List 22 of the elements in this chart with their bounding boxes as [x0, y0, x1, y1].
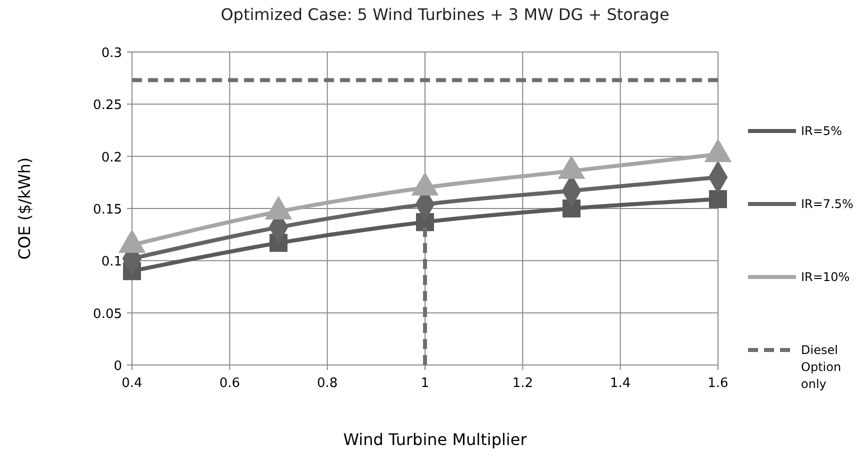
legend-label: IR=5% [801, 124, 842, 138]
y-axis-title: COE ($/kWh) [15, 157, 34, 260]
x-tick-label: 1.6 [708, 376, 728, 391]
x-axis-title: Wind Turbine Multiplier [343, 430, 528, 449]
y-tick-label: 0.3 [101, 46, 122, 61]
y-tick-label: 0.15 [93, 202, 122, 218]
x-tick-label: 1 [420, 376, 430, 391]
y-tick-label: 0.25 [93, 98, 122, 114]
point [709, 190, 727, 208]
legend-label: Diesel Option only [801, 343, 842, 391]
x-tick-label: 1.2 [512, 376, 534, 391]
legend-label: IR=7.5% [801, 197, 854, 211]
y-tick-label: 0 [114, 359, 122, 374]
y-tick-label: 0.2 [101, 150, 122, 166]
y-tick-label: 0.05 [93, 306, 122, 322]
x-tick-label: 1.4 [610, 376, 631, 391]
x-tick-label: 0.4 [122, 376, 142, 391]
x-tick-label: 0.6 [219, 376, 240, 391]
y-tick-label: 0.1 [101, 254, 122, 270]
legend-label: IR=10% [801, 270, 850, 284]
x-tick-label: 0.8 [316, 376, 338, 391]
chart-title: Optimized Case: 5 Wind Turbines + 3 MW DG + Storage [220, 5, 670, 24]
